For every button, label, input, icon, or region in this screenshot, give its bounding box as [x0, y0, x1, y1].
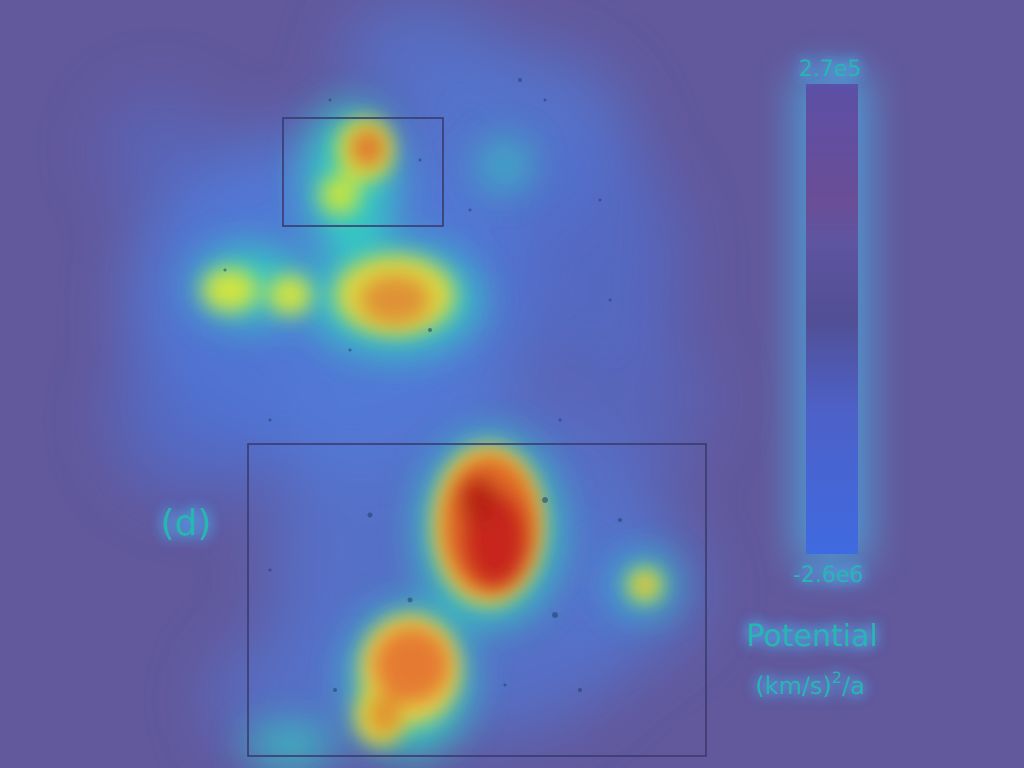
quantity-label: Potential — [746, 619, 877, 654]
panel-label: (d) — [161, 503, 212, 544]
colorbar-max-label: 2.7e5 — [799, 57, 862, 82]
units-base: (km/s) — [755, 672, 832, 700]
upper-region-box — [282, 117, 444, 227]
units-label: (km/s)2/a — [755, 668, 865, 700]
hot-spots — [350, 128, 653, 735]
colorbar: 2.7e5 -2.6e6 — [793, 57, 869, 588]
star-dots — [223, 78, 622, 692]
colorbar-gradient — [806, 84, 858, 554]
colorbar-min-label: -2.6e6 — [793, 563, 863, 588]
units-tail: /a — [842, 672, 865, 700]
units-exponent: 2 — [832, 668, 842, 687]
lower-region-box — [247, 443, 707, 757]
